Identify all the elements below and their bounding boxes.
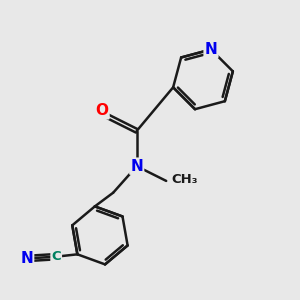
Text: O: O bbox=[95, 103, 109, 118]
Text: N: N bbox=[205, 42, 218, 57]
Text: N: N bbox=[130, 159, 143, 174]
Text: N: N bbox=[20, 250, 33, 266]
Text: C: C bbox=[51, 250, 61, 263]
Text: CH₃: CH₃ bbox=[172, 173, 198, 186]
